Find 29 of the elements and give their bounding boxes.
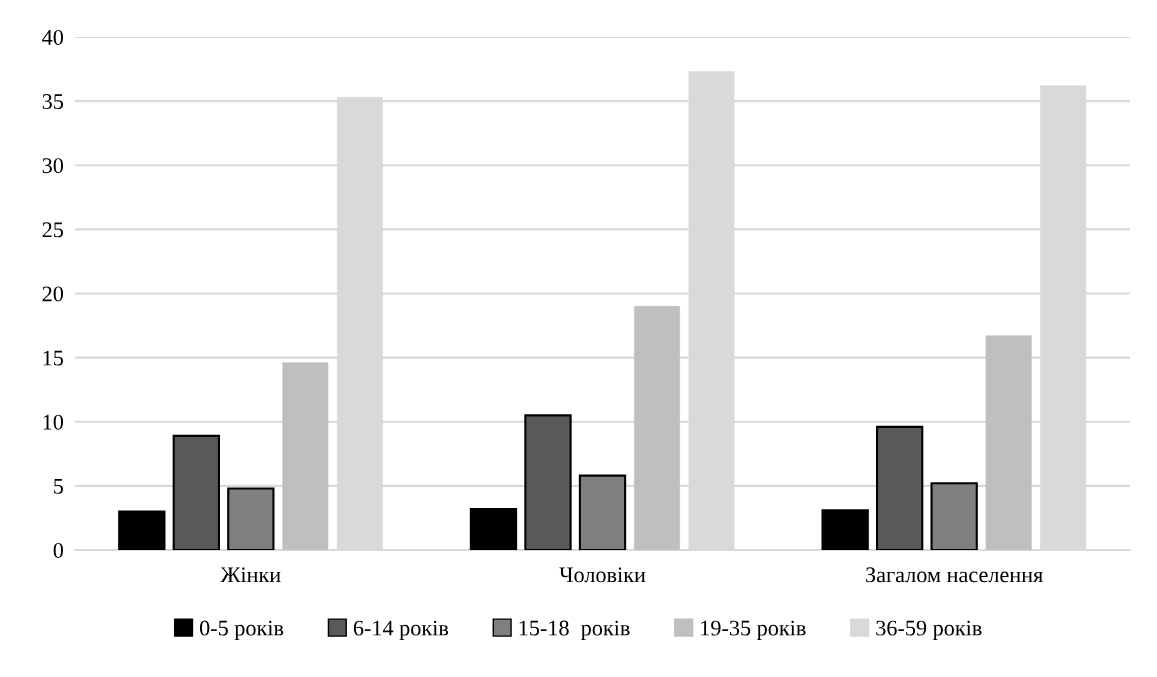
y-tick-label: 40 (42, 29, 64, 45)
bar (930, 482, 978, 550)
y-tick-label: 15 (43, 350, 64, 366)
y-tick-label: 0 (53, 542, 64, 558)
legend-label: 0-5 років (199, 620, 284, 641)
bar (821, 509, 869, 550)
y-tick-label: 25 (42, 222, 64, 238)
legend-label: 15-18 років (519, 620, 630, 641)
bar (282, 362, 329, 550)
legend-label: 6-14 років (353, 620, 449, 641)
bar (985, 335, 1032, 550)
bar (876, 425, 924, 550)
bar (172, 434, 220, 550)
x-tick-label: Жінки (220, 567, 281, 583)
y-tick-label: 35 (42, 94, 64, 110)
y-tick-label: 5 (54, 479, 64, 494)
bar (227, 487, 275, 550)
bar (578, 474, 627, 550)
y-tick-label: 30 (42, 158, 64, 174)
y-tick-label: 10 (43, 414, 64, 430)
bar (469, 507, 518, 550)
bar (634, 305, 680, 550)
legend-label: 36-59 років (876, 620, 982, 641)
x-tick-label: Чоловіки (559, 567, 646, 583)
bar (524, 414, 572, 550)
x-tick-label: Загалом населення (866, 567, 1043, 583)
legend-label: 19-35 років (701, 620, 806, 641)
y-tick-label: 20 (42, 286, 64, 302)
bar (118, 510, 166, 550)
